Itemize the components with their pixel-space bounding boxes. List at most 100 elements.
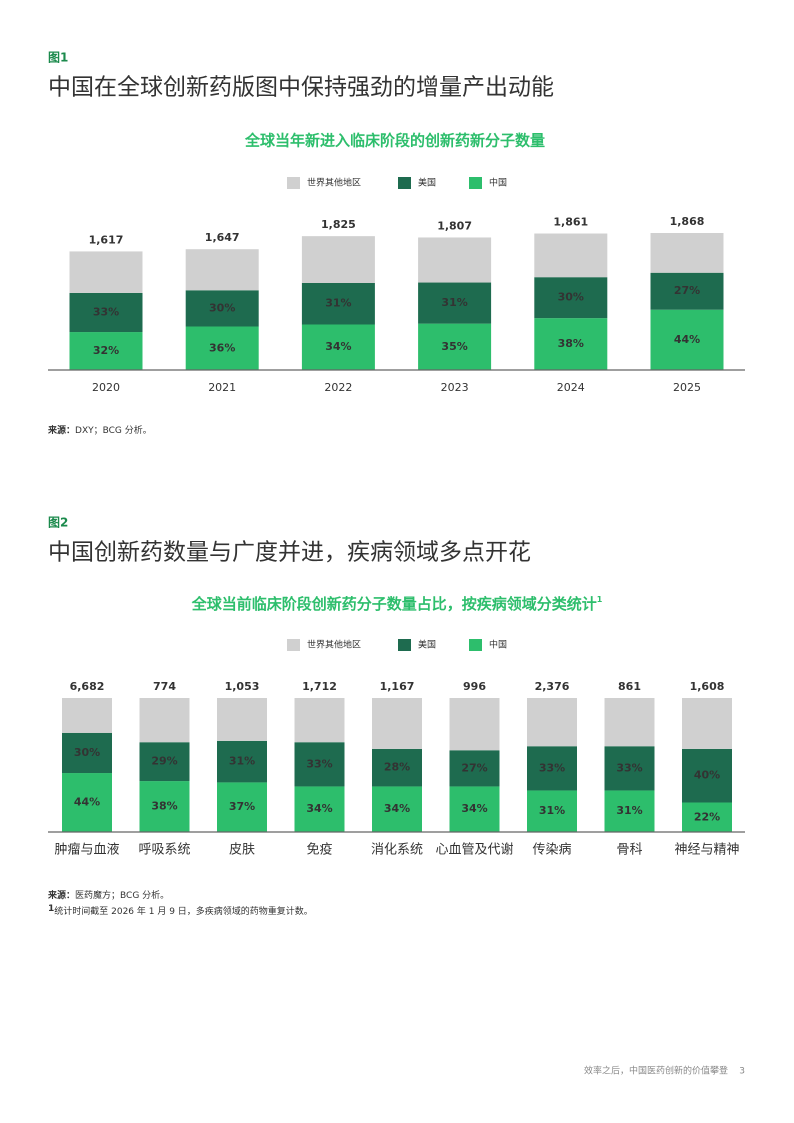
value-label: 38% [151,800,177,813]
total-label: 1,807 [437,219,472,232]
total-label: 1,053 [225,680,260,693]
chart-title: 全球当年新进入临床阶段的创新药新分子数量 [244,132,545,150]
bar-segment [294,786,345,832]
bar-segment [294,698,345,743]
bar-segment [217,740,267,783]
legend-label: 美国 [418,639,436,651]
bar-segment [301,282,375,325]
chart-title: 全球当前临床阶段创新药分子数量占比，按疾病领域分类统计1 [191,595,603,613]
total-label: 1,868 [670,215,705,228]
legend-swatch [469,639,482,651]
x-tick-label: 消化系统 [371,843,423,858]
value-label: 31% [325,297,351,310]
value-label: 30% [209,301,235,314]
source-label: 来源： [47,889,75,901]
bar-segment [527,746,577,791]
total-label: 6,682 [70,680,105,693]
title-note: 1 [597,595,603,604]
x-tick-label: 2024 [557,381,585,394]
total-label: 861 [618,680,641,693]
total-label: 774 [153,680,176,693]
bar-segment [62,732,112,774]
bar-segment [301,324,375,370]
x-tick-label: 肿瘤与血液 [54,842,119,858]
total-label: 996 [463,680,486,693]
bar-segment [217,698,267,741]
chart-title-text: 全球当前临床阶段创新药分子数量占比，按疾病领域分类统计 [191,595,597,613]
total-label: 2,376 [535,680,570,693]
bar-segment [604,746,655,791]
value-label: 29% [151,755,177,768]
value-label: 32% [93,344,119,357]
bar-segment [449,750,500,787]
total-label: 1,647 [205,231,240,244]
value-label: 31% [616,804,642,817]
bar-segment [301,236,375,283]
value-label: 31% [441,296,467,309]
x-tick-label: 2023 [441,381,469,394]
value-label: 37% [229,800,255,813]
legend-swatch [469,177,482,189]
legend-swatch [398,639,411,651]
value-label: 30% [558,291,584,304]
x-tick-label: 呼吸系统 [138,843,190,858]
bar-segment [62,773,112,832]
figure-label: 图1 [48,51,68,65]
x-tick-label: 神经与精神 [674,843,739,858]
legend-swatch [398,177,411,189]
figure-heading: 中国在全球创新药版图中保持强劲的增量产出动能 [48,75,554,101]
figure-heading: 中国创新药数量与广度并进，疾病领域多点开花 [48,540,531,566]
source-text: DXY；BCG 分析。 [75,424,152,436]
value-label: 31% [539,804,565,817]
total-label: 1,861 [553,216,588,229]
value-label: 27% [674,284,700,297]
total-label: 1,825 [321,218,356,231]
value-label: 28% [384,761,410,774]
figure-label: 图2 [48,516,68,530]
bar-segment [527,698,577,747]
value-label: 40% [694,769,720,782]
footnote-text: 统计时间截至 2026 年 1 月 9 日，多疾病领域的药物重复计数。 [54,905,313,917]
legend-label: 中国 [489,177,507,189]
bar-segment [139,698,190,743]
value-label: 38% [558,337,584,350]
value-label: 33% [306,757,332,770]
x-tick-label: 皮肤 [229,843,255,858]
x-tick-label: 2021 [208,381,236,394]
bar-segment [682,802,732,832]
legend-label: 美国 [418,177,436,189]
value-label: 44% [74,796,100,809]
legend-label: 世界其他地区 [307,639,361,651]
total-label: 1,617 [89,233,124,246]
bar-segment [372,748,422,787]
bar-segment [69,292,143,333]
footnote-mark: 1 [48,904,54,914]
bar-segment [217,782,267,832]
value-label: 34% [306,802,332,815]
bar-segment [534,233,608,278]
value-label: 30% [74,746,100,759]
bar-segment [604,698,655,747]
legend-swatch [287,639,300,651]
x-tick-label: 骨科 [616,843,642,858]
x-tick-label: 传染病 [532,843,571,858]
value-label: 33% [93,305,119,318]
bar-segment [372,786,422,832]
x-tick-label: 心血管及代谢 [435,842,513,858]
value-label: 31% [229,755,255,768]
source-text: 医药魔方；BCG 分析。 [75,889,169,901]
x-tick-label: 2022 [324,381,352,394]
total-label: 1,167 [380,680,415,693]
bar-segment [604,790,655,832]
bar-segment [449,786,500,832]
source-label: 来源： [47,424,75,436]
legend-swatch [287,177,300,189]
legend-label: 中国 [489,639,507,651]
bar-segment [682,698,732,749]
value-label: 33% [616,761,642,774]
bar-segment [139,781,190,832]
legend-label: 世界其他地区 [307,177,361,189]
bar-segment [527,790,577,832]
bar-segment [418,237,492,283]
bar-segment [418,323,492,370]
